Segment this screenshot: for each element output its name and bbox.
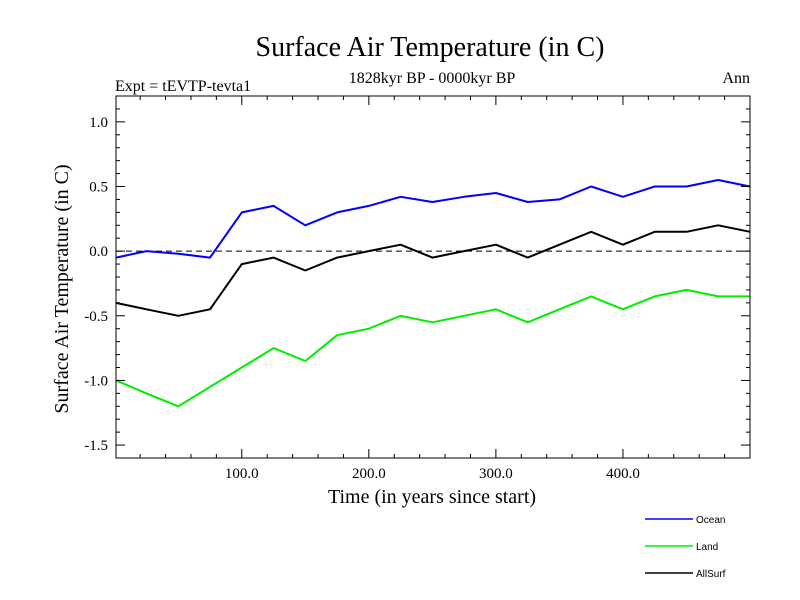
- y-tick-label: -1.0: [84, 373, 108, 389]
- y-axis-label: Surface Air Temperature (in C): [51, 164, 73, 413]
- legend-label-ocean: Ocean: [696, 515, 725, 526]
- y-tick-label: 1.0: [89, 115, 108, 131]
- x-tick-label: 300.0: [479, 466, 513, 482]
- experiment-label: Expt = tEVTP-tevta1: [115, 78, 251, 95]
- series-line-land: [115, 288, 750, 408]
- series-layer: [115, 179, 751, 408]
- y-tick-label: -1.5: [84, 438, 108, 454]
- y-tick-label: -0.5: [84, 309, 108, 325]
- season-label: Ann: [722, 70, 750, 87]
- x-tick-label: 100.0: [225, 466, 259, 482]
- chart-title: Surface Air Temperature (in C): [256, 32, 605, 63]
- axis-layer: -1.5 -1.0 -0.5 0.0 0.5 1.0 100.0 200.0 300.0 400.…: [84, 96, 750, 482]
- legend: Ocean Land AllSurf: [645, 515, 726, 580]
- series-line-ocean: [115, 179, 751, 259]
- y-tick-label: 0.5: [89, 180, 108, 196]
- legend-label-land: Land: [696, 542, 718, 553]
- plot-frame: [115, 95, 751, 459]
- series-line-allsurf: [115, 224, 751, 317]
- legend-label-allsurf: AllSurf: [696, 569, 726, 580]
- x-tick-label: 400.0: [606, 466, 640, 482]
- x-tick-label: 200.0: [352, 466, 386, 482]
- chart-subtitle: 1828kyr BP - 0000kyr BP: [349, 70, 516, 87]
- y-tick-label: 0.0: [89, 244, 108, 260]
- x-axis-label: Time (in years since start): [328, 486, 536, 508]
